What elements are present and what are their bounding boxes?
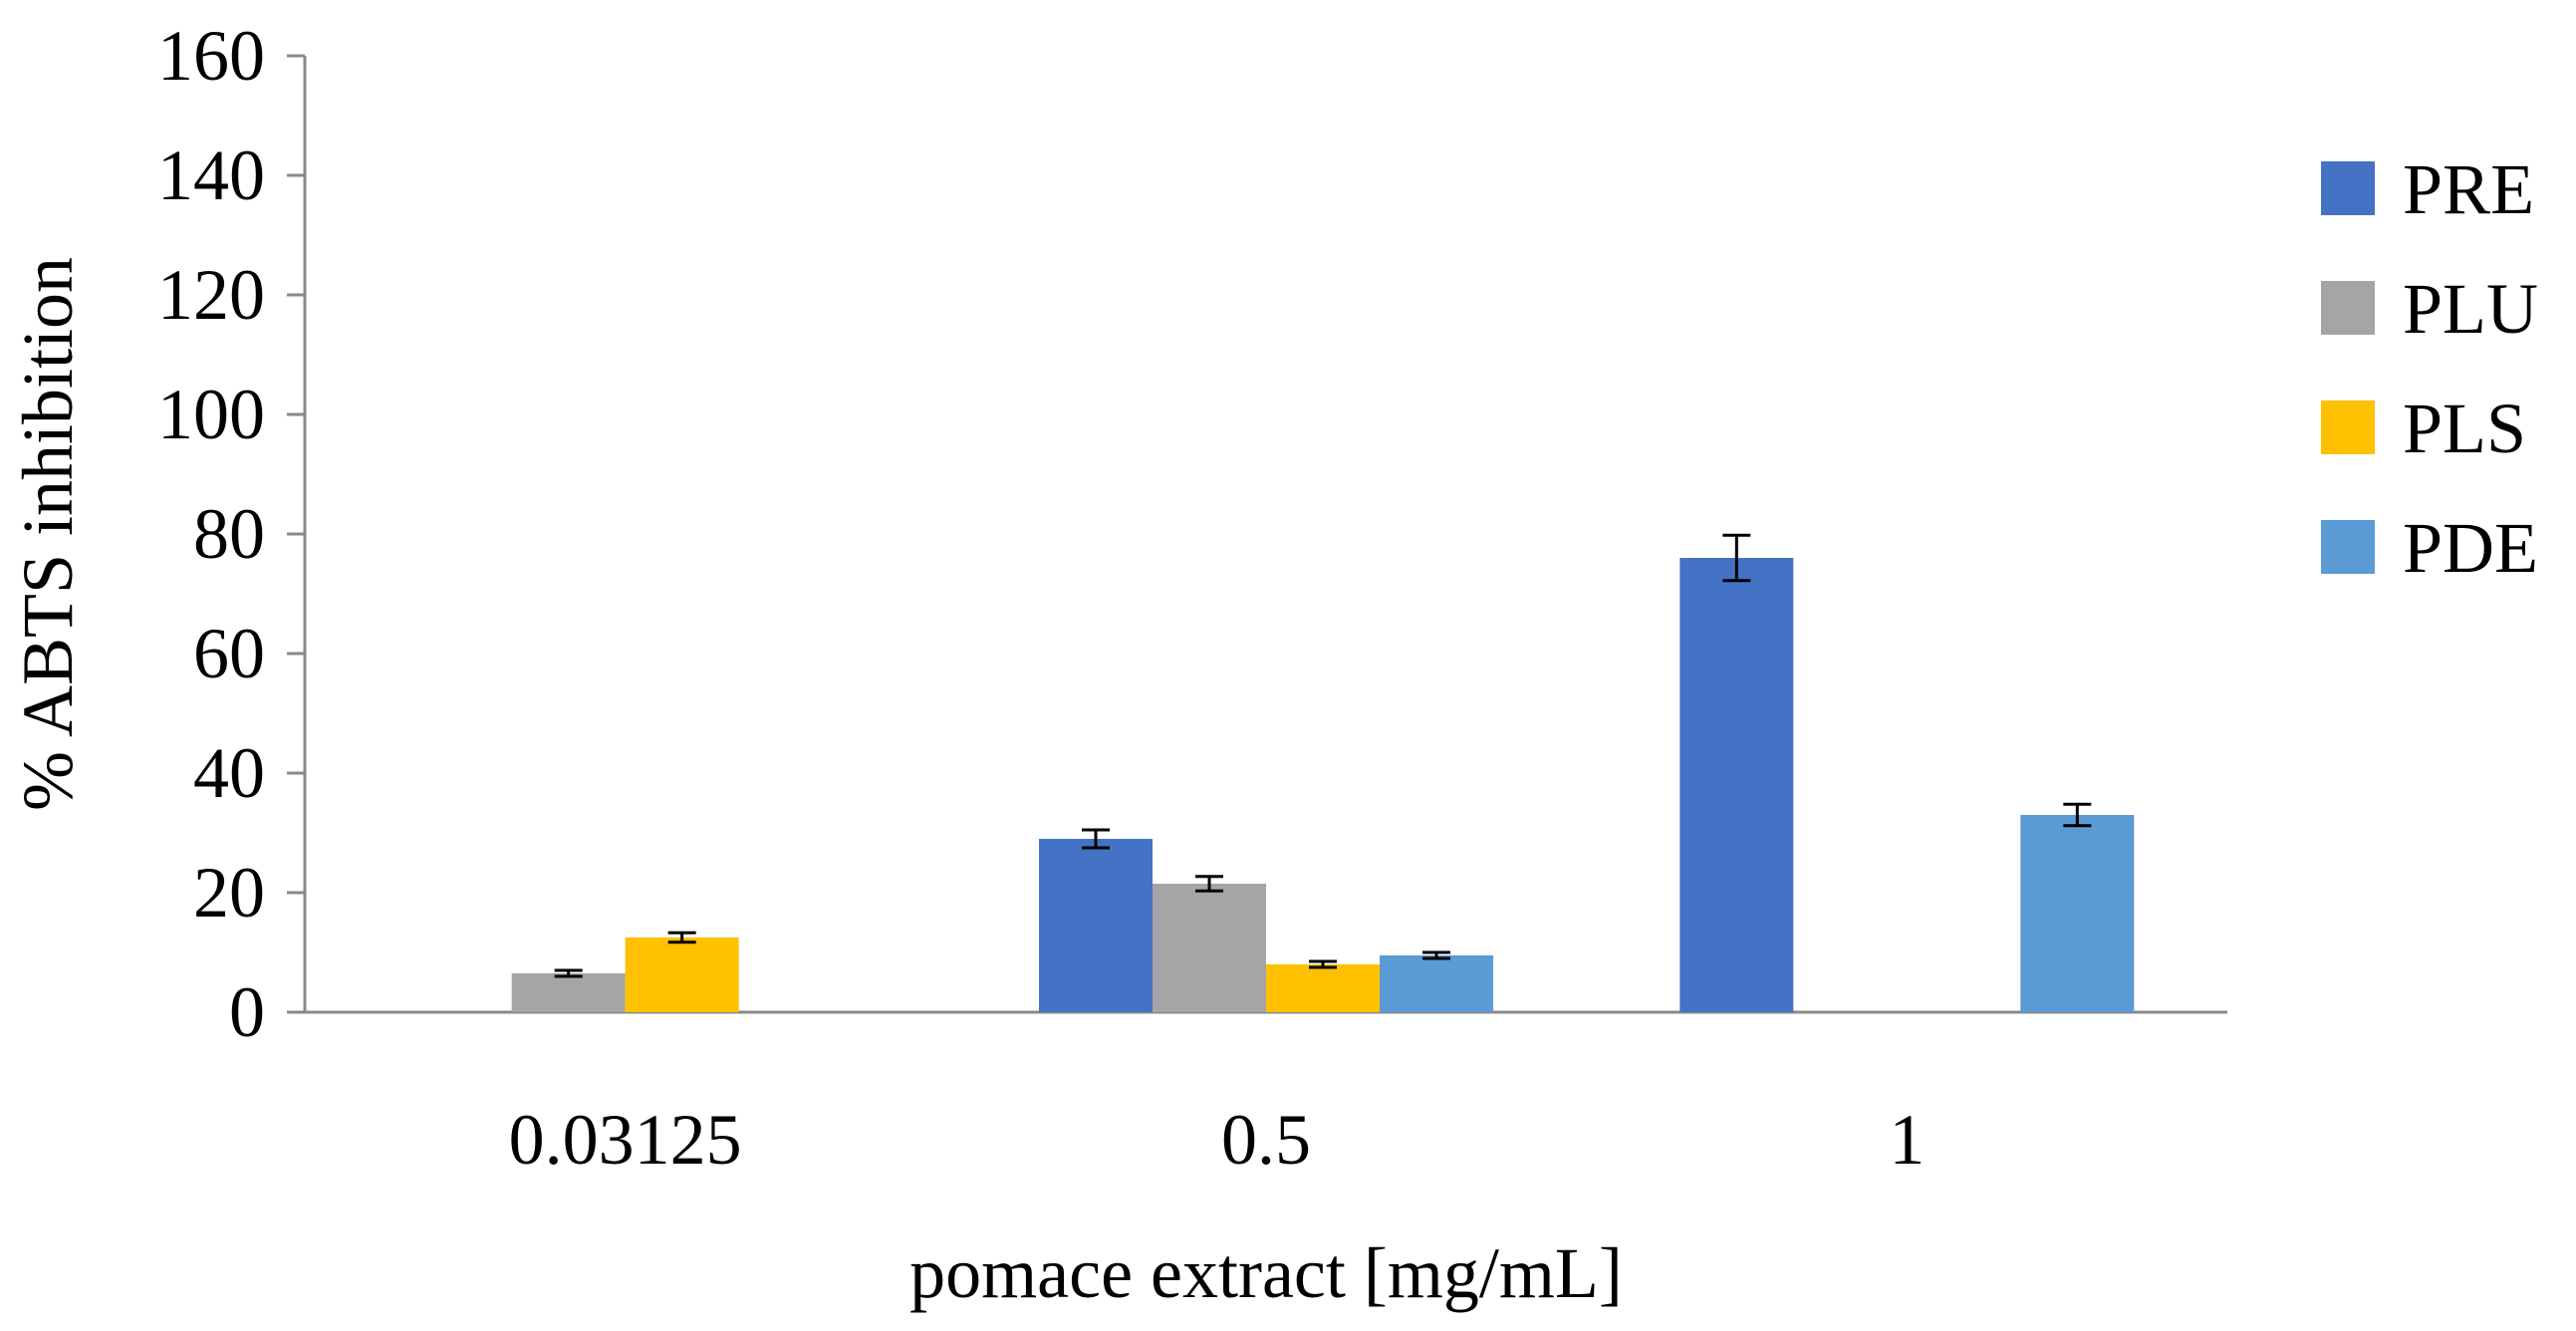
y-tick-label: 120 (157, 255, 265, 335)
y-tick-label: 140 (157, 135, 265, 215)
y-ticks-group: 0 20 40 60 80 100 120 140 160 (157, 16, 305, 1052)
y-tick-label: 100 (157, 375, 265, 454)
y-tick-label: 60 (193, 614, 265, 693)
bar-pls-0 (625, 937, 739, 1012)
legend-item-pre: PRE (2321, 149, 2534, 229)
y-tick-label: 20 (193, 853, 265, 932)
bar-plu-1 (1153, 884, 1266, 1012)
y-tick-label: 0 (229, 972, 265, 1052)
axes-group (303, 56, 2227, 1014)
x-category-label: 1 (1889, 1100, 1925, 1180)
legend-item-pde: PDE (2321, 508, 2538, 588)
bar-pde-2 (2020, 815, 2135, 1012)
legend-swatch (2321, 400, 2375, 454)
error-bar-pre-2 (1722, 533, 1751, 583)
legend-item-pls: PLS (2321, 389, 2526, 468)
legend-swatch (2321, 161, 2375, 215)
legend: PRE PLU PLS PDE (2321, 149, 2538, 588)
legend-label: PLU (2403, 269, 2538, 349)
bar-pre-2 (1679, 558, 1794, 1012)
error-bar-pde-2 (2063, 802, 2092, 828)
error-bar-pls-0 (667, 931, 696, 944)
error-bar-pls-1 (1309, 959, 1337, 969)
x-category-label: 0.5 (1221, 1100, 1311, 1180)
legend-item-plu: PLU (2321, 269, 2538, 349)
bars-group (511, 558, 2135, 1012)
y-tick-label: 80 (193, 494, 265, 574)
bar-plu-0 (511, 973, 626, 1012)
error-bars-group (554, 533, 2092, 978)
legend-label: PDE (2403, 508, 2538, 588)
bar-pre-1 (1039, 839, 1153, 1012)
x-axis-title: pomace extract [mg/mL] (909, 1233, 1623, 1313)
legend-label: PRE (2403, 149, 2534, 229)
x-category-label: 0.03125 (509, 1100, 742, 1180)
y-tick-label: 160 (157, 16, 265, 96)
bar-pls-1 (1266, 964, 1380, 1012)
error-bar-pre-1 (1082, 828, 1110, 850)
y-axis-title: % ABTS inhibition (8, 257, 88, 811)
bar-pde-1 (1380, 955, 1493, 1012)
error-bar-pde-1 (1422, 950, 1450, 960)
legend-swatch (2321, 281, 2375, 335)
y-tick-label: 40 (193, 733, 265, 813)
legend-label: PLS (2403, 389, 2526, 468)
error-bar-plu-0 (554, 968, 583, 978)
legend-swatch (2321, 520, 2375, 574)
x-category-labels-group: 0.03125 0.5 1 (509, 1100, 1926, 1180)
error-bar-plu-1 (1195, 875, 1223, 893)
